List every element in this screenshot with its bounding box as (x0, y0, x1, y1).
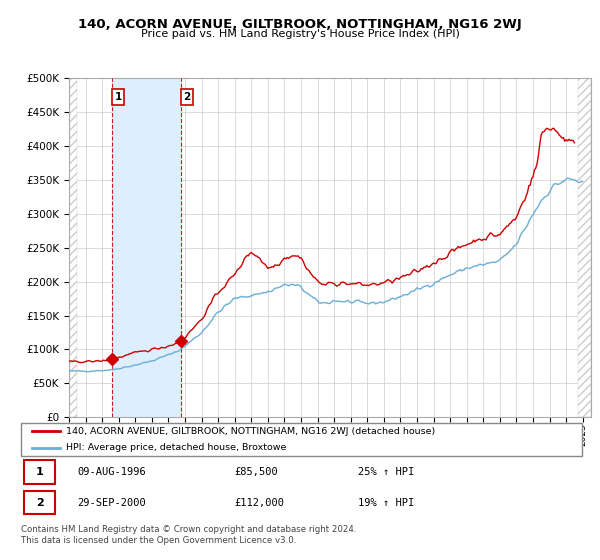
Text: 1: 1 (35, 467, 43, 477)
FancyBboxPatch shape (24, 460, 55, 484)
Text: 2: 2 (35, 498, 43, 508)
Text: HPI: Average price, detached house, Broxtowe: HPI: Average price, detached house, Brox… (66, 444, 286, 452)
Text: This data is licensed under the Open Government Licence v3.0.: This data is licensed under the Open Gov… (21, 536, 296, 545)
Text: 2: 2 (184, 92, 191, 102)
Text: 19% ↑ HPI: 19% ↑ HPI (358, 498, 414, 508)
Text: 25% ↑ HPI: 25% ↑ HPI (358, 467, 414, 477)
FancyBboxPatch shape (24, 491, 55, 515)
Text: Price paid vs. HM Land Registry's House Price Index (HPI): Price paid vs. HM Land Registry's House … (140, 29, 460, 39)
Text: 29-SEP-2000: 29-SEP-2000 (77, 498, 146, 508)
Text: 1: 1 (115, 92, 122, 102)
Text: £112,000: £112,000 (234, 498, 284, 508)
Text: £85,500: £85,500 (234, 467, 278, 477)
Text: Contains HM Land Registry data © Crown copyright and database right 2024.: Contains HM Land Registry data © Crown c… (21, 525, 356, 534)
Text: 140, ACORN AVENUE, GILTBROOK, NOTTINGHAM, NG16 2WJ (detached house): 140, ACORN AVENUE, GILTBROOK, NOTTINGHAM… (66, 427, 435, 436)
Text: 140, ACORN AVENUE, GILTBROOK, NOTTINGHAM, NG16 2WJ: 140, ACORN AVENUE, GILTBROOK, NOTTINGHAM… (78, 18, 522, 31)
Text: 09-AUG-1996: 09-AUG-1996 (77, 467, 146, 477)
FancyBboxPatch shape (21, 423, 582, 456)
